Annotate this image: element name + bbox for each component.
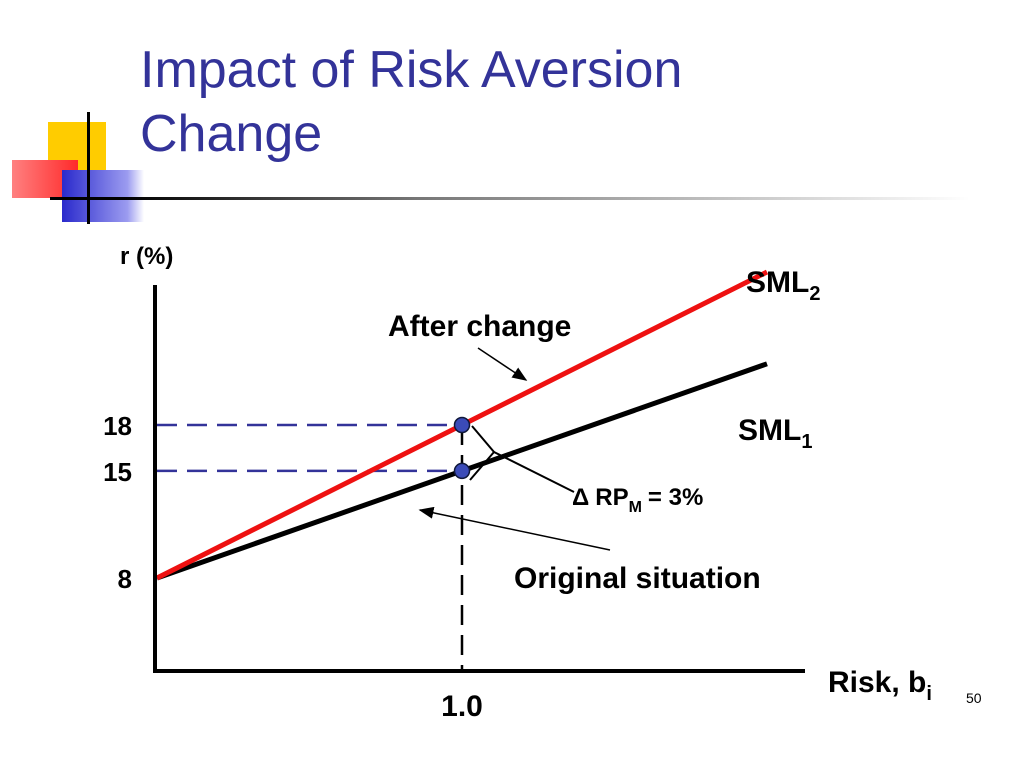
after-change-label: After change (388, 310, 571, 343)
y-tick-label-18: 18 (103, 411, 132, 441)
after-change-arrow (477, 347, 528, 381)
title-line-1: Impact of Risk Aversion (140, 41, 683, 99)
page-title: Impact of Risk Aversion Change (140, 38, 960, 166)
original-situation-label: Original situation (514, 562, 761, 595)
original-situation-arrow (418, 506, 611, 551)
sml1-label-text: SML (738, 414, 801, 447)
y-tick-label-15: 15 (103, 457, 132, 487)
data-point-2 (453, 462, 471, 480)
y-axis-label: r (%) (120, 243, 173, 270)
delta-rp-label: Δ RPM = 3% (572, 484, 703, 516)
title-line-2: Change (140, 105, 323, 163)
x-axis-label: Risk, bi (828, 666, 932, 705)
delta-rp-value: = 3% (648, 484, 703, 511)
sml2-label: SML2 (746, 266, 820, 305)
x-axis-label-subscript: i (926, 683, 932, 705)
sml1-label-subscript: 1 (801, 431, 812, 453)
slide-number: 50 (966, 690, 982, 706)
sml1-label: SML1 (738, 414, 812, 453)
y-tick-label-8: 8 (118, 564, 132, 594)
delta-rp-bracket (469, 425, 496, 481)
decor-vertical-line (87, 112, 90, 224)
data-point-1 (453, 416, 471, 434)
delta-rp-pointer (493, 451, 575, 493)
x-axis-label-text: Risk, b (828, 666, 926, 699)
decor-blue-gradient (62, 170, 144, 222)
title-underline (50, 197, 970, 200)
delta-symbol: Δ (572, 484, 589, 511)
delta-rp-subscript: M (629, 499, 642, 516)
sml2-label-text: SML (746, 266, 809, 299)
delta-rp-text: RP (595, 484, 628, 511)
sml2-label-subscript: 2 (809, 283, 820, 305)
x-tick-label-1.0: 1.0 (441, 690, 483, 723)
